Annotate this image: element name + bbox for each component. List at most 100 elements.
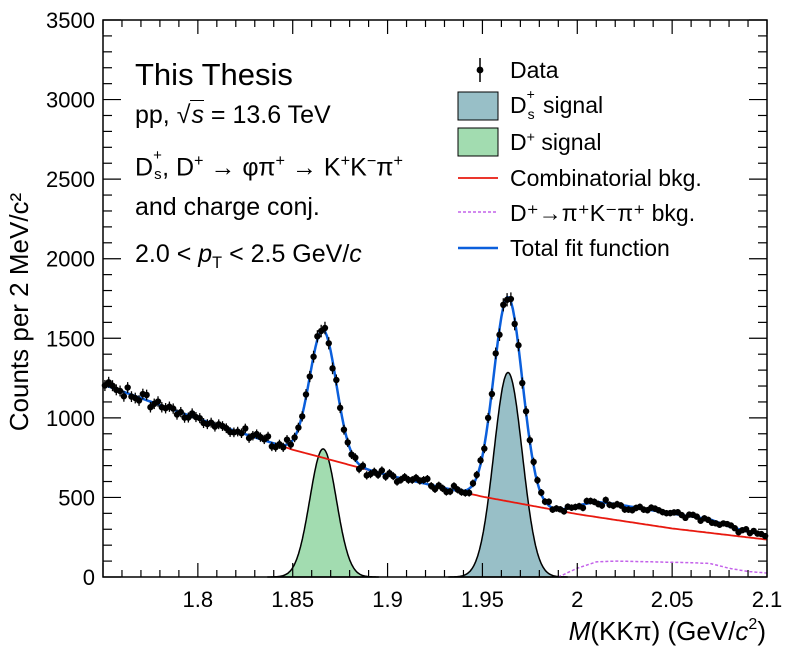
data-point [280, 442, 287, 452]
data-point [515, 339, 522, 352]
data-point [522, 406, 530, 417]
data-marker [507, 295, 515, 303]
data-marker [169, 405, 177, 412]
data-marker [238, 430, 245, 437]
data-point [530, 457, 537, 467]
data-point [329, 362, 336, 375]
fit-lines [102, 295, 768, 578]
data-point [314, 330, 321, 343]
x-tick-label: 1.9 [372, 587, 403, 612]
data-point [545, 498, 553, 506]
data-point [109, 380, 116, 392]
y-tick-label: 1000 [46, 406, 95, 431]
data-point [617, 502, 625, 509]
data-marker [242, 425, 249, 432]
data-point [283, 435, 291, 445]
data-point [185, 412, 192, 423]
data-marker [465, 489, 473, 497]
data-marker [280, 444, 287, 451]
data-point [598, 502, 606, 509]
total-fit-line [102, 295, 768, 537]
data-point [560, 508, 568, 515]
x-tick-label: 2.05 [651, 587, 694, 612]
y-tick-label: 2500 [46, 167, 95, 192]
data-marker [602, 496, 609, 504]
data-point [526, 435, 534, 445]
data-point [310, 350, 317, 363]
pt-var: p [198, 240, 213, 268]
data-point [507, 292, 515, 306]
legend-combinatorial-label: Combinatorial bkg. [510, 165, 702, 191]
pt-low: 2.0 < [135, 240, 192, 268]
data-point [484, 412, 492, 423]
data-marker [177, 408, 184, 416]
data-marker [560, 508, 568, 515]
data-point [321, 321, 329, 335]
data-point [538, 489, 545, 497]
collision-system-label: pp, √s = 13.6 TeV [135, 100, 331, 130]
x-tick-label: 2.1 [752, 587, 783, 612]
data-point [693, 513, 701, 520]
data-point [207, 417, 215, 428]
sqrt-s: s [190, 100, 204, 129]
x-axis-title: M(KKπ) (GeV/c2) [569, 616, 766, 646]
data-marker [154, 398, 162, 405]
y-tick-label: 3000 [46, 88, 95, 113]
data-point [378, 466, 386, 475]
data-marker [124, 384, 131, 391]
data-point [481, 444, 488, 454]
pt-c: c [349, 240, 362, 268]
data-marker [344, 439, 351, 446]
y-tick-label: 2000 [46, 247, 95, 272]
pt-range-label: 2.0 < pT < 2.5 GeV/c [135, 240, 362, 273]
data-point [344, 437, 351, 448]
data-point [196, 413, 203, 424]
data-point [473, 470, 480, 479]
data-marker [196, 414, 203, 422]
data-point [336, 402, 344, 414]
data-point [352, 453, 359, 462]
legend-ds-label: D + s signal [510, 86, 604, 122]
legend-symbols [457, 58, 499, 250]
data-marker [207, 419, 215, 426]
pt-sub: T [212, 254, 223, 272]
ds-signal-area [448, 371, 568, 578]
legend-data-label: Data [510, 57, 559, 83]
x-tick-label: 1.8 [183, 587, 214, 612]
data-marker [310, 353, 317, 360]
x-tick-label: 2 [571, 587, 583, 612]
data-marker [522, 408, 530, 415]
data-point [287, 440, 295, 450]
data-point [602, 496, 609, 504]
dplus-signal-area [267, 448, 379, 578]
data-point [500, 298, 507, 312]
data-marker [321, 324, 329, 332]
data-marker [598, 502, 606, 509]
legend-ds-swatch [457, 91, 499, 121]
signal-areas [267, 371, 568, 578]
data-marker [336, 404, 344, 412]
data-marker [477, 457, 484, 464]
data-marker [295, 424, 302, 431]
data-point [492, 347, 499, 360]
data-point [534, 476, 541, 485]
data-marker [496, 331, 503, 338]
decay-channel-line2: and charge conj. [135, 193, 320, 221]
data-marker [526, 436, 534, 444]
data-marker [120, 393, 128, 400]
pt-high: < 2.5 GeV/ [229, 240, 350, 268]
data-point [340, 424, 348, 435]
data-marker [374, 471, 382, 479]
data-point [135, 395, 143, 406]
x-tick-label: 1.95 [461, 587, 504, 612]
data-point [143, 389, 150, 401]
legend-total-label: Total fit function [510, 235, 670, 261]
data-marker [116, 387, 124, 395]
data-marker [283, 436, 291, 443]
data-marker [473, 471, 480, 479]
data-marker [492, 350, 499, 357]
data-marker [352, 454, 359, 461]
data-point [306, 370, 313, 383]
data-point [469, 479, 477, 488]
